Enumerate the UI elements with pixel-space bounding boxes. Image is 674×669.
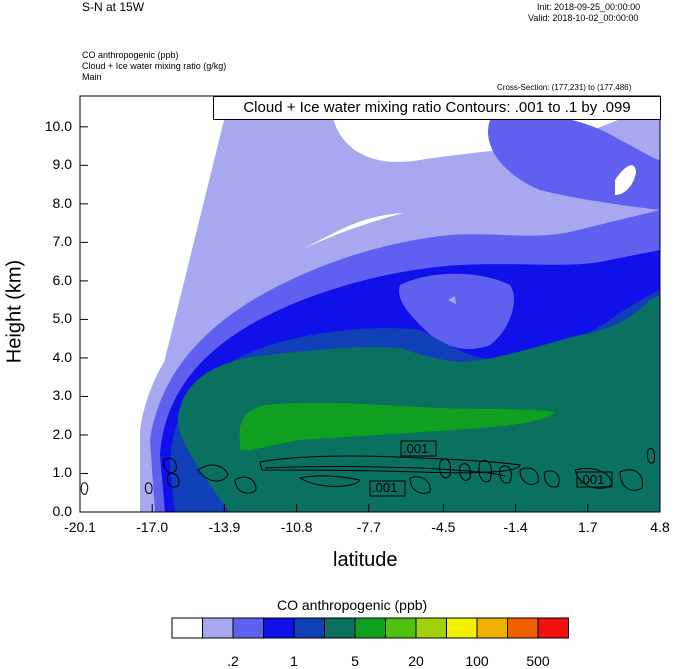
co-inner-purple-region [399, 273, 514, 350]
x-tick-label: -10.8 [280, 519, 313, 535]
colorbar-title: CO anthropogenic (ppb) [277, 597, 428, 613]
y-tick-label: 1.0 [52, 464, 72, 481]
y-tick-label: 7.0 [52, 233, 72, 250]
colorbar-label: .2 [227, 653, 239, 669]
contour-label: .001 [579, 472, 605, 487]
y-tick-label: 6.0 [52, 271, 72, 288]
x-tick-label: -1.4 [503, 519, 528, 535]
y-axis-label: Height (km) [3, 259, 26, 364]
colorbar-swatch [446, 617, 478, 639]
chart-title: S-N at 15W [82, 0, 145, 14]
colorbar-swatch [324, 617, 356, 639]
co-white-hole [615, 165, 636, 195]
colorbar-label: 500 [526, 653, 550, 669]
valid-time: Valid: 2018-10-02_00:00:00 [528, 13, 639, 23]
y-tick-label: 10.0 [44, 117, 72, 134]
colorbar-swatch [202, 617, 234, 639]
y-tick-label: 4.0 [52, 348, 72, 365]
colorbar-label: 100 [465, 653, 489, 669]
init-time: Init: 2018-09-25_00:00:00 [537, 2, 641, 12]
colorbar-swatch [354, 617, 386, 639]
colorbar-swatch [476, 617, 508, 639]
x-axis-label: latitude [333, 549, 398, 571]
field-label-main: Main [82, 72, 102, 82]
y-tick-label: 2.0 [52, 425, 72, 442]
x-tick-label: 4.8 [650, 519, 670, 535]
x-tick-label: -7.7 [356, 519, 381, 535]
x-tick-label: -20.1 [64, 519, 96, 535]
field-label-cloud: Cloud + Ice water mixing ratio (g/kg) [82, 61, 227, 71]
co-level-10-region [239, 402, 555, 451]
colorbar-swatch [537, 617, 569, 639]
field-label-co: CO anthropogenic (ppb) [82, 50, 179, 60]
colorbar-swatch [415, 617, 447, 639]
colorbar-label: 1 [290, 653, 298, 669]
contour-label: .001 [372, 480, 398, 495]
colorbar-swatch [385, 617, 417, 639]
colorbar-swatch [171, 617, 203, 639]
x-tick-label: -13.9 [208, 519, 241, 535]
y-tick-label: 9.0 [52, 156, 72, 173]
colorbar-swatch [263, 617, 295, 639]
y-tick-label: 0.0 [52, 503, 72, 519]
cloud-contours [80, 447, 655, 495]
y-tick-label: 8.0 [52, 194, 72, 211]
colorbar-label: 20 [408, 653, 424, 669]
x-tick-label: -17.0 [136, 519, 169, 535]
colorbar-swatch [293, 617, 325, 639]
y-tick-label: 3.0 [52, 387, 72, 404]
co-upper-light-region [140, 96, 660, 460]
x-tick-label: -4.5 [431, 519, 456, 535]
colorbar [171, 617, 569, 639]
colorbar-label: 5 [351, 653, 359, 669]
x-tick-label: 1.7 [578, 519, 598, 535]
y-tick-label: 5.0 [52, 310, 72, 327]
colorbar-swatch [507, 617, 539, 639]
contour-info-box: Cloud + Ice water mixing ratio Contours:… [213, 96, 661, 120]
colorbar-swatch [232, 617, 264, 639]
co-field [80, 96, 660, 512]
co-inner-light-dot [448, 296, 456, 304]
contour-label: .001 [403, 441, 429, 456]
cross-section-label: Cross-Section: (177,231) to (177,486) [497, 83, 632, 92]
contour-label-boxes [369, 440, 613, 497]
